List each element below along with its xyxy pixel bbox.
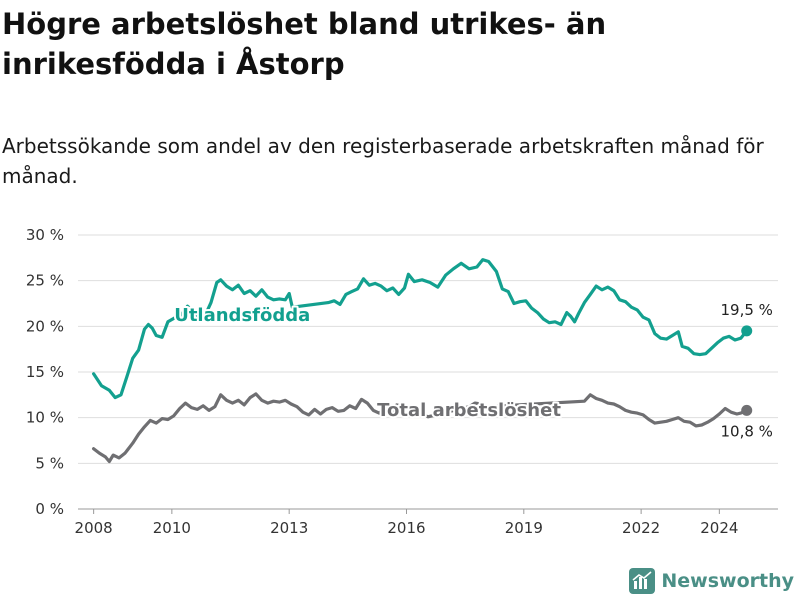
series-label-total: Total arbetslöshet <box>377 400 561 421</box>
x-tick-label: 2008 <box>75 519 113 537</box>
x-tick-label: 2013 <box>270 519 308 537</box>
y-tick-label: 5 % <box>35 454 64 472</box>
series-line-foreign <box>92 258 749 400</box>
x-tick-label: 2024 <box>700 519 738 537</box>
brand-name: Newsworthy <box>661 570 794 592</box>
y-tick-label: 20 % <box>26 317 64 335</box>
series-end-point-foreign <box>741 325 753 337</box>
x-axis: 2008 2010 2013 2016 2019 2022 2024 <box>75 508 778 537</box>
brand-logo: Newsworthy <box>629 566 794 596</box>
series-end-point-total <box>741 404 753 416</box>
chart-title: Högre arbetslöshet bland utrikes- än inr… <box>2 7 607 81</box>
x-tick-label: 2016 <box>387 519 425 537</box>
series-label-foreign: Utlandsfödda <box>174 305 310 326</box>
series-lines <box>92 258 753 464</box>
y-tick-label: 0 % <box>35 500 64 518</box>
series-end-value-foreign: 19,5 % <box>721 301 773 319</box>
chart-subtitle: Arbetssökande som andel av den registerb… <box>2 134 764 188</box>
gridlines <box>78 234 778 464</box>
newsworthy-logo-icon <box>629 568 656 594</box>
y-tick-label: 10 % <box>26 409 64 427</box>
series-labels: 19,5 % Utlandsfödda 10,8 % Total arbetslösh… <box>172 301 773 440</box>
y-tick-label: 30 % <box>26 226 64 244</box>
x-tick-label: 2019 <box>505 519 543 537</box>
y-tick-label: 15 % <box>26 363 64 381</box>
x-tick-label: 2022 <box>622 519 660 537</box>
x-tick-label: 2010 <box>153 519 191 537</box>
series-line-total <box>92 392 749 464</box>
y-axis-ticks: 0 % 5 % 10 % 15 % 20 % 25 % 30 % <box>26 226 64 518</box>
series-end-value-total: 10,8 % <box>721 422 773 440</box>
y-tick-label: 25 % <box>26 272 64 290</box>
